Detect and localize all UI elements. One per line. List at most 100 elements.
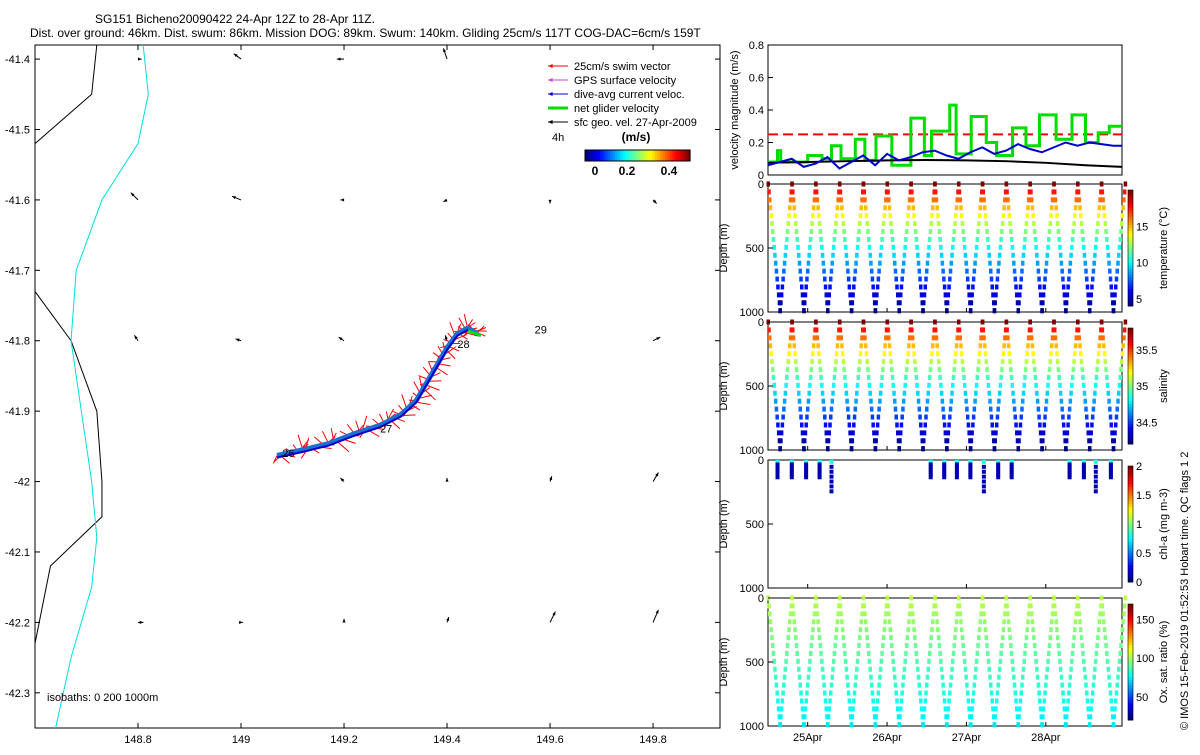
climb-sample xyxy=(877,277,881,282)
dive-sample xyxy=(1081,643,1085,648)
climb-sample xyxy=(903,245,907,250)
chla-sample xyxy=(982,489,986,493)
dive-sample xyxy=(776,422,780,427)
profile-colorbar-cell xyxy=(1128,659,1133,662)
dive-sample xyxy=(796,245,800,250)
climb-sample xyxy=(1069,253,1073,258)
dive-sample xyxy=(841,351,845,356)
climb-sample xyxy=(832,659,836,664)
dive-sample xyxy=(867,375,871,380)
dive-sample xyxy=(794,221,798,226)
dive-sample xyxy=(934,327,938,332)
climb-sample xyxy=(996,269,1000,274)
climb-sample xyxy=(1089,706,1093,711)
climb-sample xyxy=(784,667,788,672)
dive-sample xyxy=(815,327,819,332)
dive-sample xyxy=(768,611,772,616)
dive-sample xyxy=(1110,706,1114,711)
dive-sample xyxy=(889,351,893,356)
dive-sample xyxy=(815,189,819,194)
profile-colorbar-cell xyxy=(1128,469,1133,472)
profile-colorbar-cell xyxy=(1128,328,1133,331)
climb-sample xyxy=(1066,422,1070,427)
climb-sample xyxy=(1043,284,1047,289)
profile-colorbar-cell xyxy=(1128,242,1133,245)
dive-sample xyxy=(1034,245,1038,250)
dive-sample xyxy=(891,237,895,242)
dive-sample xyxy=(796,659,800,664)
climb-sample xyxy=(1074,205,1078,210)
climb-sample xyxy=(802,308,806,313)
chla-sample xyxy=(982,484,986,488)
day-label: 29 xyxy=(535,325,547,337)
climb-sample xyxy=(1119,367,1123,372)
climb-sample xyxy=(930,351,934,356)
profile-colorbar-cell xyxy=(1128,193,1133,196)
profile-colorbar-cell xyxy=(1128,610,1133,613)
climb-sample xyxy=(1122,335,1126,340)
dive-sample xyxy=(795,643,799,648)
dive-sample xyxy=(769,343,773,348)
profile-y-tick-label: 500 xyxy=(746,657,764,669)
profile-colorbar-cell xyxy=(1128,627,1133,630)
climb-sample xyxy=(1049,213,1053,218)
dive-sample xyxy=(814,596,818,601)
dive-sample xyxy=(981,182,985,187)
climb-sample xyxy=(1112,308,1116,313)
dive-sample xyxy=(791,603,795,608)
dive-sample xyxy=(1037,691,1041,696)
profile-colorbar-cell xyxy=(1128,688,1133,691)
dive-sample xyxy=(1060,399,1064,404)
dive-sample xyxy=(889,627,893,632)
climb-sample xyxy=(899,430,903,435)
dive-sample xyxy=(940,391,944,396)
dive-sample xyxy=(862,182,866,187)
climb-sample xyxy=(1066,430,1070,435)
profile-colorbar-cell xyxy=(1128,547,1133,550)
dive-sample xyxy=(1100,320,1104,325)
climb-sample xyxy=(1075,335,1079,340)
dive-sample xyxy=(916,391,920,396)
climb-sample xyxy=(921,722,925,727)
climb-sample xyxy=(874,446,878,451)
profile-colorbar-cell xyxy=(1128,257,1133,260)
climb-sample xyxy=(1022,667,1026,672)
climb-sample xyxy=(830,675,834,680)
climb-sample xyxy=(901,683,905,688)
climb-sample xyxy=(811,213,815,218)
climb-sample xyxy=(855,253,859,258)
dive-sample xyxy=(1031,343,1035,348)
profile-colorbar-cell xyxy=(1128,486,1133,489)
dive-sample xyxy=(1082,383,1086,388)
climb-sample xyxy=(1118,383,1122,388)
climb-sample xyxy=(877,691,881,696)
dive-sample xyxy=(1006,611,1010,616)
climb-sample xyxy=(1019,415,1023,420)
dive-sample xyxy=(888,205,892,210)
dive-sample xyxy=(1029,603,1033,608)
climb-sample xyxy=(950,391,954,396)
dive-sample xyxy=(865,635,869,640)
climb-sample xyxy=(975,245,979,250)
dive-sample xyxy=(1085,691,1089,696)
dive-sample xyxy=(863,611,867,616)
dive-sample xyxy=(1110,284,1114,289)
climb-sample xyxy=(784,253,788,258)
climb-sample xyxy=(1114,698,1118,703)
dive-sample xyxy=(848,422,852,427)
dive-sample xyxy=(1076,596,1080,601)
dive-sample xyxy=(981,320,985,325)
dive-sample xyxy=(941,261,945,266)
climb-sample xyxy=(1095,375,1099,380)
climb-sample xyxy=(997,261,1001,266)
profile-colorbar-cell xyxy=(1128,340,1133,343)
climb-sample xyxy=(921,308,925,313)
climb-sample xyxy=(1020,683,1024,688)
dive-sample xyxy=(986,237,990,242)
dive-sample xyxy=(918,691,922,696)
dive-sample xyxy=(1083,261,1087,266)
climb-sample xyxy=(1003,335,1007,340)
dive-sample xyxy=(919,284,923,289)
dive-sample xyxy=(986,651,990,656)
dive-sample xyxy=(768,335,772,340)
